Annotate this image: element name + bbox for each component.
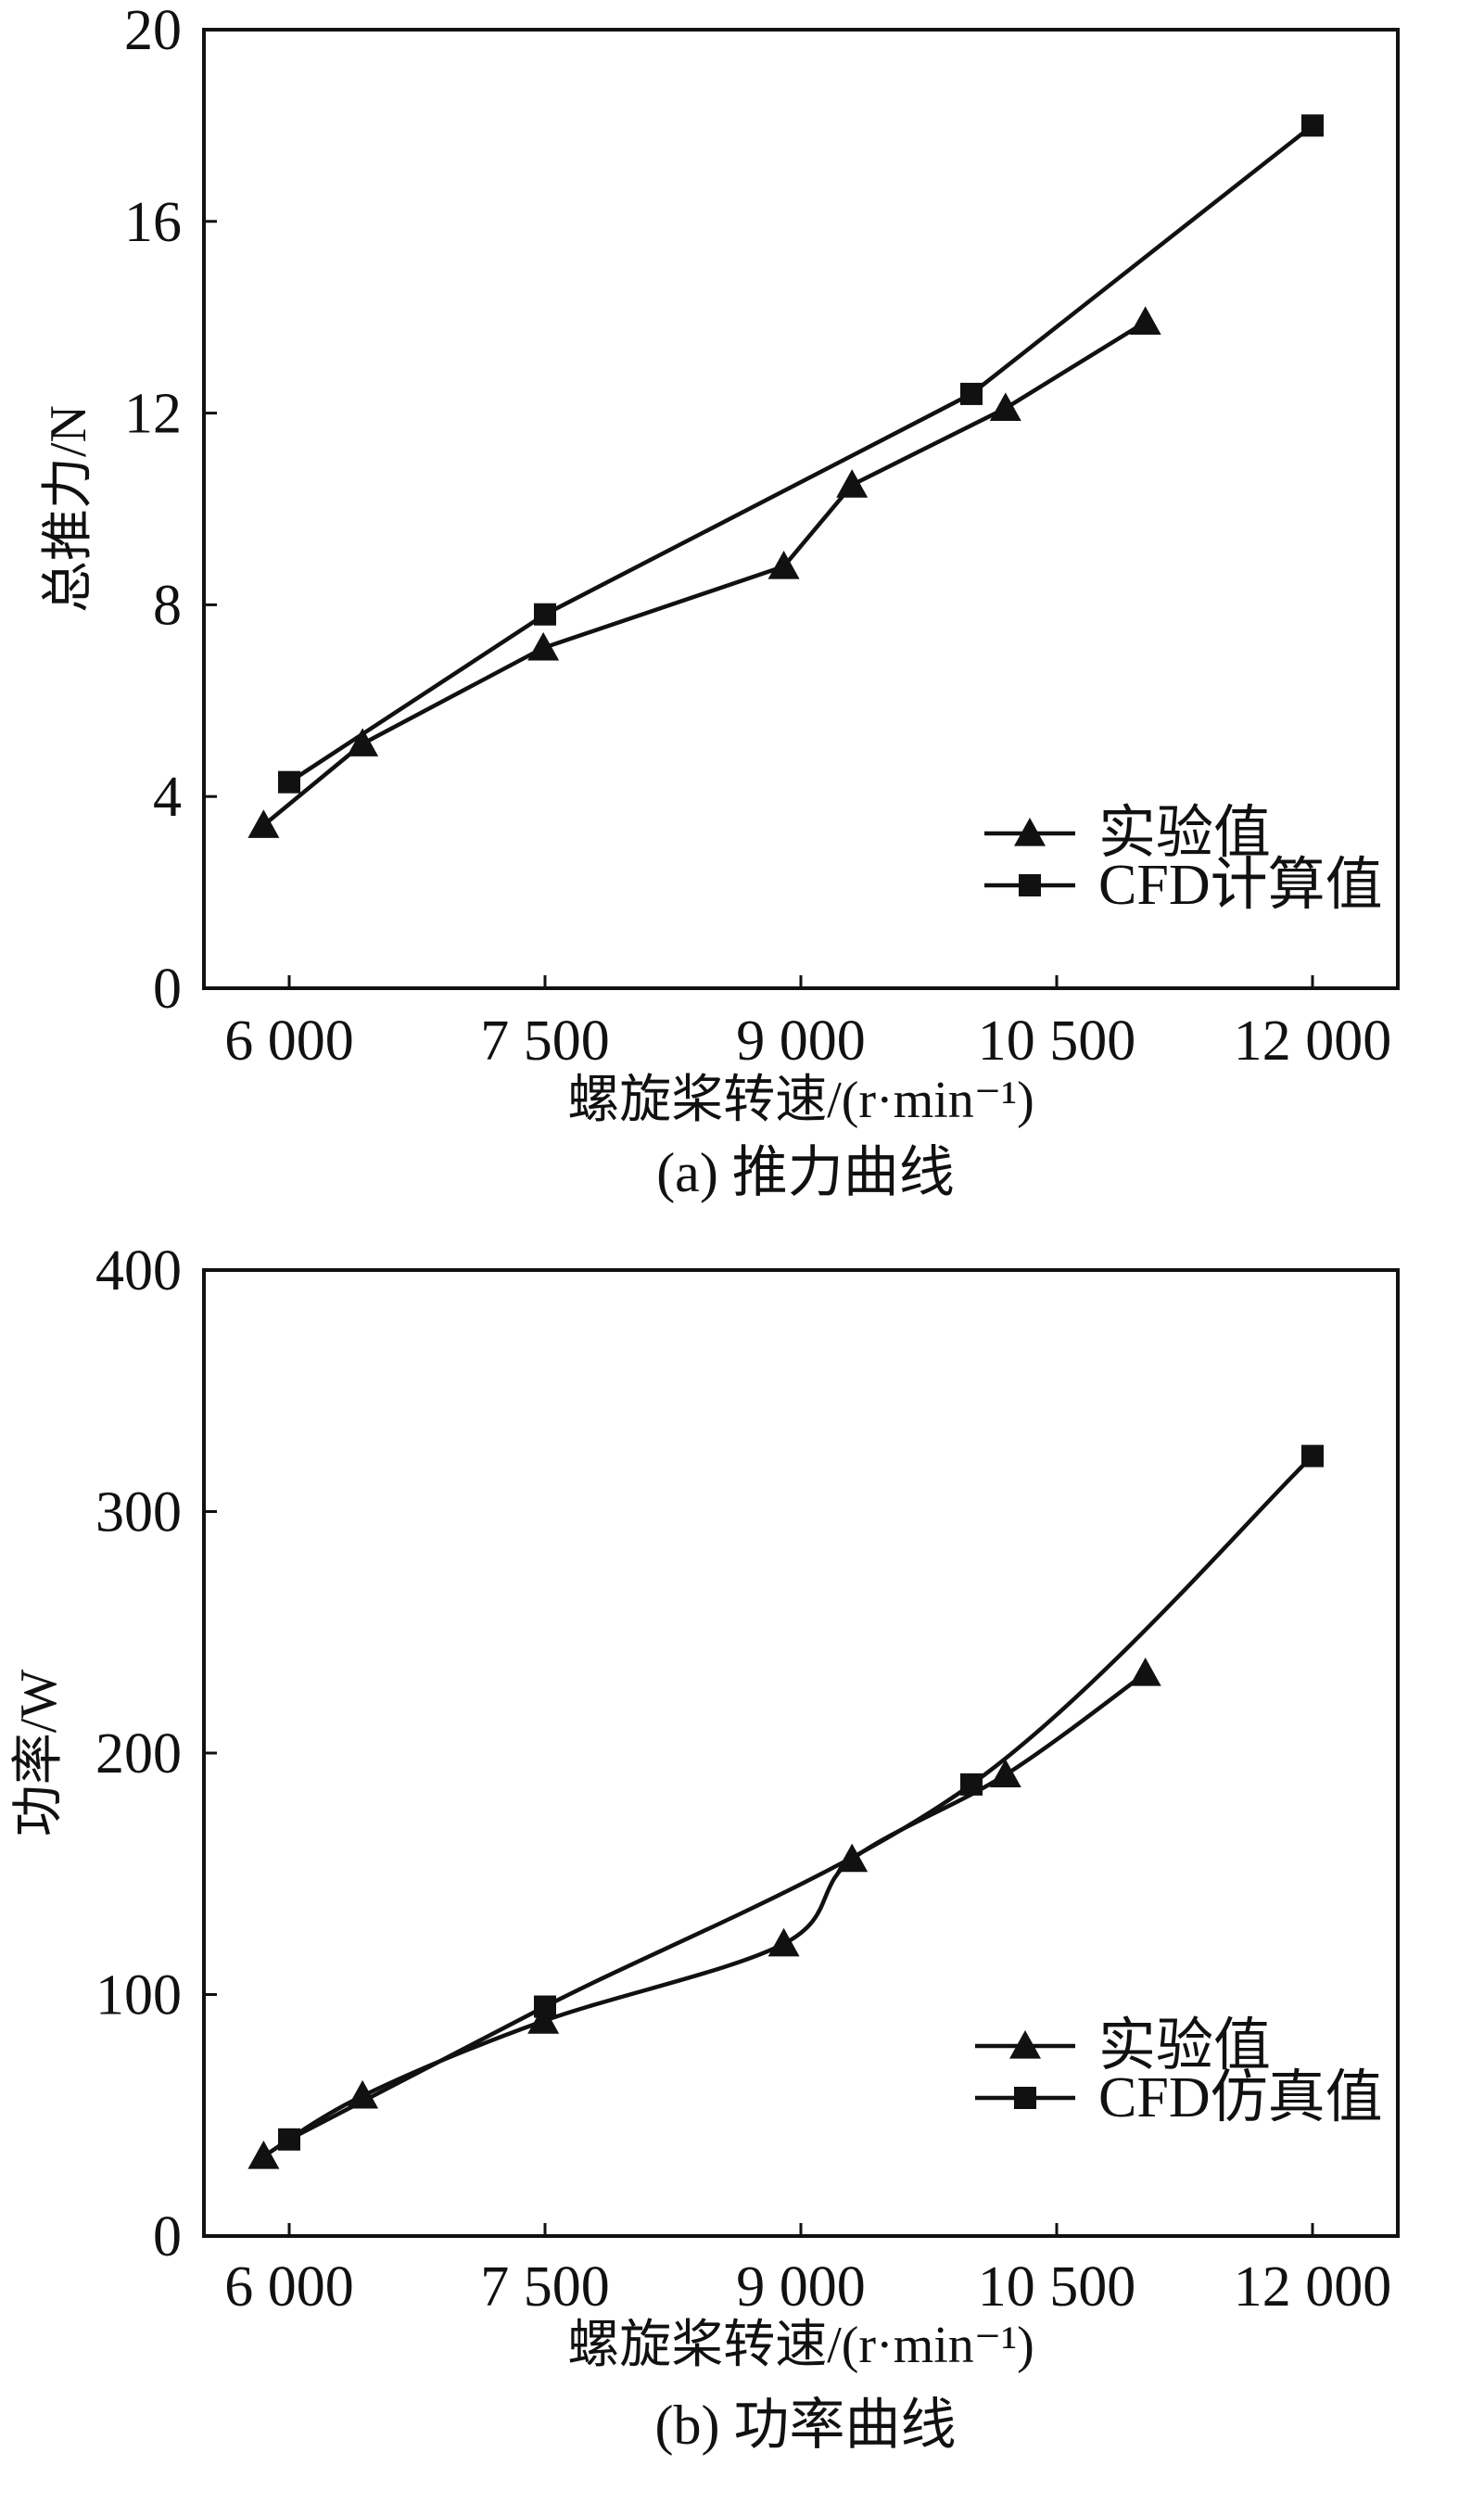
data-point-triangle [347,2079,379,2109]
data-point-triangle [527,631,560,661]
data-point-square [960,382,983,405]
data-point-square [534,603,556,626]
legend-marker-triangle [1014,818,1046,846]
data-point-triangle [527,2005,560,2034]
y-axis-title: 总推力/N [40,405,97,613]
series-line-triangle [261,320,1147,827]
legend-label: 实验值 [1098,2014,1271,2078]
y-tick-label: 100 [95,1964,182,2027]
data-point-square [534,1995,556,2018]
x-tick-label: 6 000 [224,2256,354,2319]
x-tick-label: 12 000 [1234,1010,1392,1073]
y-tick-label: 20 [124,0,182,62]
y-tick-label: 0 [153,2205,182,2268]
data-point-triangle [767,551,800,579]
data-point-triangle [1129,1658,1161,1686]
y-tick-label: 8 [153,574,182,637]
data-point-triangle [836,469,869,498]
x-tick-label: 7 500 [480,2256,610,2319]
y-tick-label: 12 [124,383,182,446]
y-tick-label: 4 [153,766,182,829]
data-point-square [1301,114,1324,137]
y-tick-label: 300 [95,1481,182,1544]
thrust-chart: 6 000 7 500 9 000 10 500 12 000 0 4 8 12 16 20 螺旋桨转… [40,0,1400,1203]
series-line-square [287,1454,1314,2141]
chart-caption: (b) 功率曲线 [655,2395,957,2456]
chart-caption: (a) 推力曲线 [656,1142,955,1203]
legend-marker-triangle [1009,2030,1041,2059]
series-line-square [287,123,1314,784]
x-tick-label: 10 500 [978,1010,1136,1073]
data-point-triangle [247,2141,280,2169]
data-point-square [1301,1444,1324,1468]
data-point-square [278,770,300,794]
y-tick-label: 200 [95,1722,182,1785]
x-axis-title: 螺旋桨转速/(r·min⁻¹) [567,1072,1034,1129]
data-point-triangle [347,728,379,756]
y-tick-label: 16 [124,191,182,254]
data-point-triangle [1129,306,1161,335]
data-point-triangle [247,809,280,838]
x-tick-label: 9 000 [736,1010,866,1073]
legend-label: CFD计算值 [1098,854,1383,917]
legend-label: 实验值 [1098,802,1271,865]
y-tick-label: 0 [153,958,182,1021]
data-point-triangle [767,1927,800,1957]
data-point-triangle [989,392,1021,422]
y-tick-label: 400 [95,1239,182,1302]
x-tick-label: 6 000 [224,1010,354,1073]
x-tick-label: 7 500 [480,1010,610,1073]
x-tick-label: 9 000 [736,2256,866,2319]
data-point-square [278,2128,300,2151]
x-tick-label: 10 500 [978,2256,1136,2319]
y-axis-title: 功率/W [10,1670,68,1837]
power-chart: 6 000 7 500 9 000 10 500 12 000 0 100 200 300 400… [10,1239,1400,2456]
legend-marker-square [1019,874,1041,896]
legend-marker-square [1014,2087,1036,2109]
x-tick-label: 12 000 [1234,2256,1392,2319]
data-point-square [960,1773,983,1796]
data-point-triangle [989,1759,1021,1788]
x-axis-title: 螺旋桨转速/(r·min⁻¹) [567,2317,1034,2374]
legend-label: CFD仿真值 [1098,2066,1383,2129]
